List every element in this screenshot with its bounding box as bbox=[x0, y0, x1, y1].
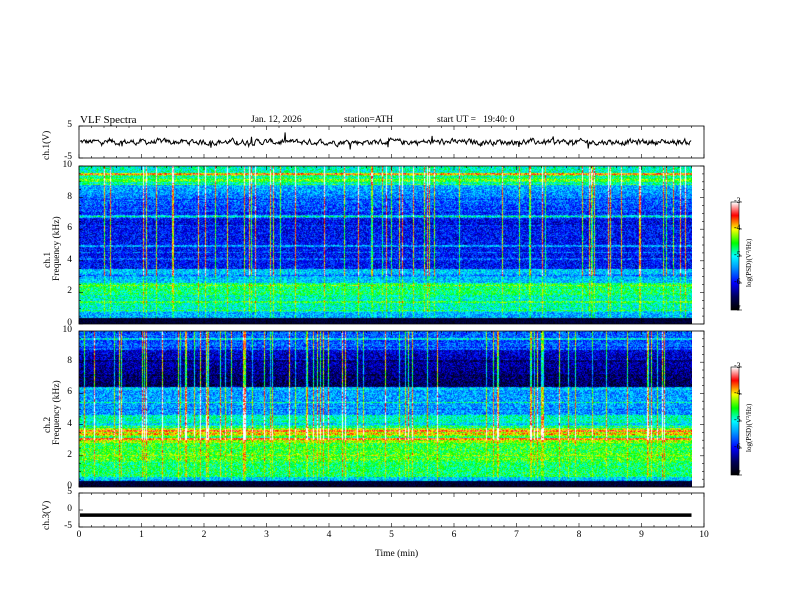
ch1-spectrogram-image bbox=[79, 166, 692, 324]
x-tick-label-0: 0 bbox=[76, 530, 82, 540]
ch2-colorbar-frame bbox=[730, 366, 740, 476]
x-tick-label-6: 6 bbox=[451, 530, 457, 540]
ch2-spec-ytick-label-4: 4 bbox=[67, 418, 72, 429]
x-tick-label-5: 5 bbox=[389, 530, 394, 540]
ch2-colorbar-label--3: -3 bbox=[734, 361, 741, 370]
x-tick-label-7: 7 bbox=[514, 530, 519, 540]
x-tick-label-8: 8 bbox=[576, 530, 582, 540]
frame-w3 bbox=[78, 492, 705, 528]
frame-s1 bbox=[78, 165, 705, 325]
ch1-waveform-line bbox=[79, 132, 692, 150]
ch3-wave-ytick-label-5: 5 bbox=[67, 487, 72, 497]
ch2-spec-ytick-label-0: 0 bbox=[67, 481, 72, 491]
ch1-spec-ytick-label-6: 6 bbox=[67, 223, 72, 234]
ch1-colorbar-frame bbox=[730, 201, 740, 311]
x-tick-label-4: 4 bbox=[326, 530, 332, 540]
ch1-spec-ytick-label-2: 2 bbox=[67, 286, 72, 297]
x-tick-label-3: 3 bbox=[264, 530, 269, 540]
ch2-colorbar-label--5: -5 bbox=[734, 415, 741, 424]
ch3-wave-ytick-label--5: -5 bbox=[64, 521, 72, 531]
ch1-colorbar-label--6: -6 bbox=[734, 277, 741, 286]
ch2-colorbar bbox=[731, 367, 739, 475]
station-label: station=ATH bbox=[344, 115, 394, 125]
ch1-colorbar-label: log(PSD)(V²/Hz) bbox=[745, 238, 753, 287]
ch2-colorbar-label--7: -7 bbox=[734, 469, 741, 478]
x-tick-label-9: 9 bbox=[639, 530, 644, 540]
ch1-colorbar-label--3: -3 bbox=[734, 196, 741, 205]
ch1-colorbar bbox=[731, 202, 739, 310]
date-label: Jan. 12, 2026 bbox=[251, 115, 302, 125]
ch1-colorbar-label--4: -4 bbox=[734, 223, 741, 232]
ch1-spec-ytick-label-0: 0 bbox=[67, 318, 72, 328]
ch1-spec-ytick-label-10: 10 bbox=[62, 160, 73, 170]
x-tick-label-10: 10 bbox=[699, 530, 709, 540]
ch1-spec-ytick-label-8: 8 bbox=[67, 191, 72, 202]
ch3-wave-ytick-label-0: 0 bbox=[67, 504, 72, 514]
ch2-colorbar-label--4: -4 bbox=[734, 388, 741, 397]
ch2-spec-ytick-label-10: 10 bbox=[62, 325, 73, 335]
frame-s2 bbox=[78, 330, 705, 488]
ch2-spectrogram-image bbox=[79, 331, 692, 487]
x-axis-label: Time (min) bbox=[375, 549, 419, 559]
ch2-spec-ytick-label-6: 6 bbox=[67, 387, 72, 398]
ch2-spec-ytick-label-8: 8 bbox=[67, 356, 72, 367]
ch1-colorbar-label--5: -5 bbox=[734, 250, 741, 259]
ch2-colorbar-label: log(PSD)(V²/Hz) bbox=[745, 403, 753, 452]
ch1-wave-ytick-label--5: -5 bbox=[64, 152, 72, 162]
start-ut-label: start UT = 19:40: 0 bbox=[437, 115, 515, 125]
ch2-spec-ytick-label-2: 2 bbox=[67, 449, 72, 460]
ch1-spec-ytick-label-4: 4 bbox=[67, 254, 72, 265]
ch1-wave-ytick-label-5: 5 bbox=[67, 120, 72, 130]
ch2-colorbar-label--6: -6 bbox=[734, 442, 741, 451]
figure-title: VLF Spectra bbox=[80, 114, 137, 126]
ch1-colorbar-label--7: -7 bbox=[734, 304, 741, 313]
frame-w1 bbox=[78, 125, 705, 159]
x-tick-label-2: 2 bbox=[201, 530, 207, 540]
x-tick-label-1: 1 bbox=[139, 530, 144, 540]
